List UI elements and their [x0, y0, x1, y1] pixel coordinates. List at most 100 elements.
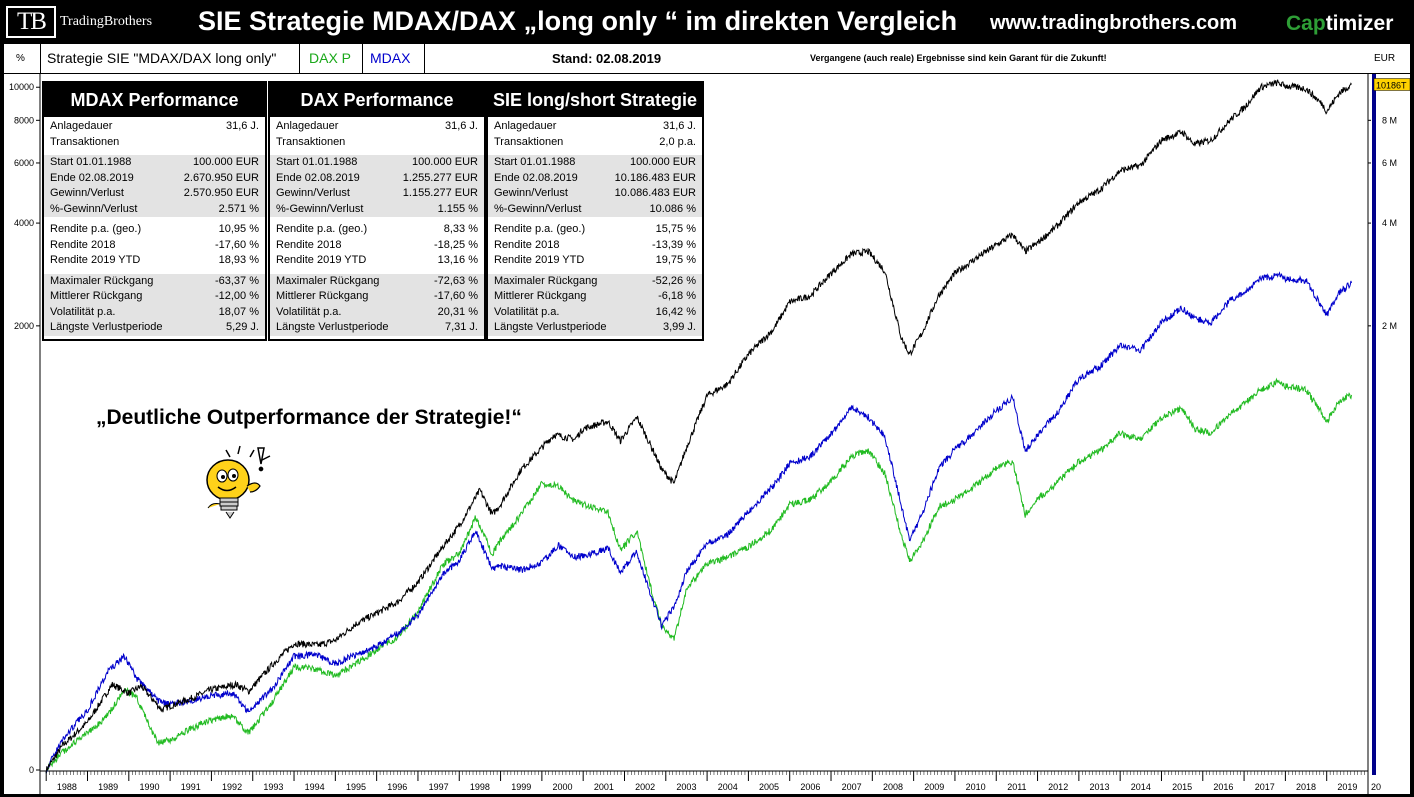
x-tick-label: 1998	[470, 782, 490, 792]
stat-value: 31,6 J.	[225, 120, 259, 132]
lightbulb-icon	[206, 445, 271, 519]
stat-value: 7,31 J.	[444, 321, 478, 333]
stat-value: 10,95 %	[218, 223, 259, 235]
x-tick-label: 2006	[800, 782, 820, 792]
stat-value: -72,63 %	[433, 274, 478, 287]
stat-value: -13,39 %	[651, 238, 696, 251]
x-tick-label: 1993	[263, 782, 283, 792]
stat-value: -17,60 %	[433, 290, 478, 302]
stat-value: 31,6 J.	[662, 120, 696, 132]
stat-row: Rendite p.a. (geo.) 15,75 %	[488, 222, 702, 238]
series-line	[45, 79, 1352, 774]
title-bar: TB TradingBrothers SIE Strategie MDAX/DA…	[0, 0, 1414, 44]
x-tick-label: 2014	[1131, 782, 1151, 792]
stat-value: -18,25 %	[433, 238, 478, 251]
series-line	[45, 271, 1352, 774]
sie-strategy-panel: SIE long/short Strategie Anlagedauer 31,6 …	[486, 81, 704, 341]
x-tick-label: 1995	[346, 782, 366, 792]
stat-row: Mittlerer Rückgang -17,60 %	[270, 289, 484, 305]
panel-title: MDAX Performance	[70, 90, 239, 110]
stat-row: Maximaler Rückgang -52,26 %	[488, 273, 702, 289]
stat-value: 3,99 J.	[662, 321, 696, 333]
stat-row: Ende 02.08.2019 10.186.483 EUR	[488, 170, 702, 186]
stat-row: Start 01.01.1988 100.000 EUR	[488, 155, 702, 171]
stat-label: Längste Verlustperiode	[50, 321, 163, 333]
stat-value: 13,16 %	[437, 254, 478, 266]
x-tick-label: 2018	[1296, 782, 1316, 792]
stat-value: 100.000 EUR	[192, 156, 259, 168]
brand-part1: Cap	[1286, 12, 1326, 35]
stat-value: 18,07 %	[218, 305, 259, 318]
stat-row: Start 01.01.1988 100.000 EUR	[44, 155, 265, 171]
stat-label: Mittlerer Rückgang	[50, 290, 143, 302]
stat-value: 15,75 %	[655, 223, 696, 235]
currency-label: EUR	[1374, 53, 1396, 64]
panel-body: Anlagedauer 31,6 J. Transaktionen Start 01.…	[270, 117, 484, 339]
stat-label: Maximaler Rückgang	[494, 274, 598, 287]
stat-value: 5,29 J.	[225, 321, 259, 333]
y-tick-label: 8000	[14, 115, 34, 125]
stat-row: Mittlerer Rückgang -12,00 %	[44, 289, 265, 305]
stat-row: Anlagedauer 31,6 J.	[488, 119, 702, 135]
y-tick-label: 10000	[9, 82, 34, 92]
right-y-tick-label: 2 M	[1382, 321, 1397, 331]
stat-label: Rendite 2018	[494, 238, 560, 251]
stat-value: -6,18 %	[658, 290, 696, 302]
last-value-box	[1373, 78, 1410, 91]
stat-label: Transaktionen	[494, 135, 564, 148]
stat-row: Rendite 2018 -17,60 %	[44, 238, 265, 254]
stat-row: Längste Verlustperiode 3,99 J.	[488, 320, 702, 336]
stat-label: Rendite 2018	[276, 238, 342, 251]
percent-axis-label: %	[16, 53, 25, 64]
stat-value: 19,75 %	[655, 254, 696, 266]
stat-value: 8,33 %	[443, 223, 478, 235]
stat-row: Transaktionen 2,0 p.a.	[488, 135, 702, 151]
stat-label: Anlagedauer	[276, 120, 339, 132]
stat-value: 1.155 %	[437, 202, 478, 215]
stat-row: Rendite 2018 -18,25 %	[270, 238, 484, 254]
stat-value: 31,6 J.	[444, 120, 478, 132]
y-tick-label: 6000	[14, 158, 34, 168]
stat-label: %-Gewinn/Verlust	[494, 202, 582, 215]
stat-label: Rendite p.a. (geo.)	[494, 223, 586, 235]
y-tick-label: 4000	[14, 218, 34, 228]
x-tick-label: 2015	[1172, 782, 1192, 792]
stat-row: Längste Verlustperiode 5,29 J.	[44, 320, 265, 336]
stat-value: 2.670.950 EUR	[183, 171, 259, 184]
dax-performance-panel: DAX Performance Anlagedauer 31,6 J. Transak…	[268, 81, 486, 341]
stat-label: Gewinn/Verlust	[494, 187, 568, 199]
stat-row: Volatilität p.a. 20,31 %	[270, 304, 484, 320]
stat-row: Anlagedauer 31,6 J.	[44, 119, 265, 135]
stat-label: Volatilität p.a.	[50, 305, 116, 318]
x-tick-label: 2002	[635, 782, 655, 792]
legend-mdax: MDAX	[363, 44, 425, 73]
disclaimer: Vergangene (auch reale) Ergebnisse sind …	[810, 53, 1107, 63]
x-tick-label: 2005	[759, 782, 779, 792]
stat-label: Gewinn/Verlust	[50, 187, 124, 199]
right-y-tick-label: 6 M	[1382, 158, 1397, 168]
stat-label: Mittlerer Rückgang	[494, 290, 587, 302]
x-tick-label: 2019	[1337, 782, 1357, 792]
stat-value: 16,42 %	[655, 305, 696, 318]
right-marker-bar	[1372, 73, 1376, 775]
stat-row: Transaktionen	[44, 135, 265, 151]
stat-row: Rendite p.a. (geo.) 10,95 %	[44, 222, 265, 238]
x-tick-label: 2009	[924, 782, 944, 792]
stat-label: Längste Verlustperiode	[494, 321, 607, 333]
stat-label: Rendite 2018	[50, 238, 116, 251]
stat-label: Längste Verlustperiode	[276, 321, 389, 333]
website-url: www.tradingbrothers.com	[990, 12, 1238, 34]
stat-value: 100.000 EUR	[629, 156, 696, 168]
x-tick-label: 2001	[594, 782, 614, 792]
stat-value: -17,60 %	[214, 238, 259, 251]
stat-row: Volatilität p.a. 18,07 %	[44, 304, 265, 320]
stat-row: Rendite p.a. (geo.) 8,33 %	[270, 222, 484, 238]
stat-label: Mittlerer Rückgang	[276, 290, 369, 302]
logo-name: TradingBrothers	[60, 14, 153, 29]
x-tick-label: 2010	[966, 782, 986, 792]
x-tick-label: 1991	[181, 782, 201, 792]
stat-row: Rendite 2019 YTD 13,16 %	[270, 253, 484, 269]
stat-label: Ende 02.08.2019	[276, 171, 360, 184]
x-tick-label: 1997	[429, 782, 449, 792]
panel-title: SIE long/short Strategie	[492, 90, 698, 110]
